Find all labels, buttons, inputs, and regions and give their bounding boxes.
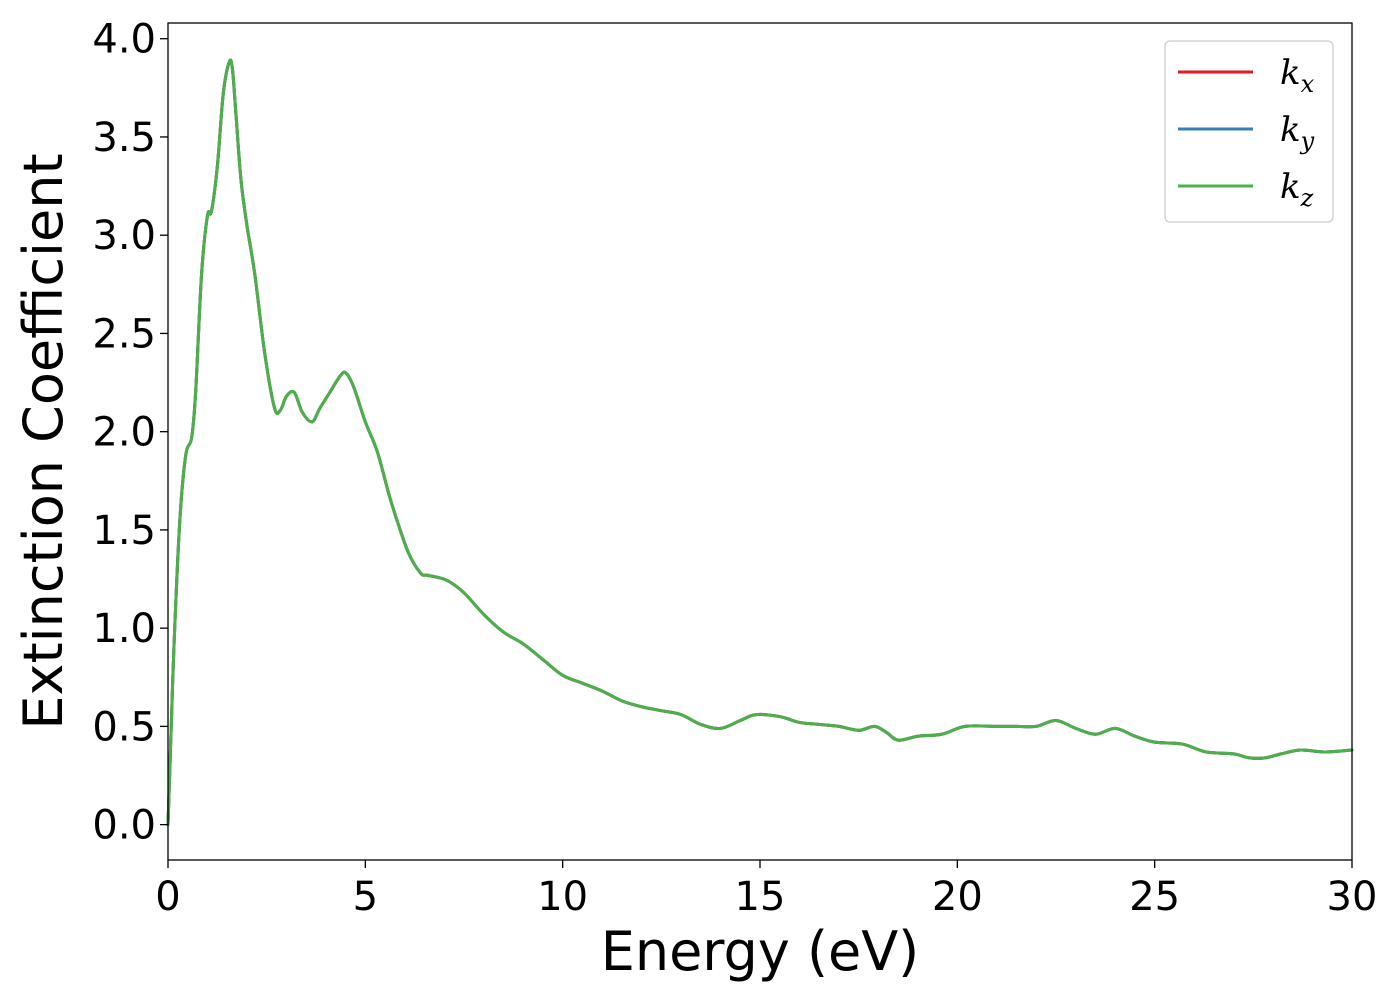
y-tick-label: 2.0 — [92, 410, 156, 456]
x-tick-label: 15 — [735, 874, 786, 920]
x-tick-label: 30 — [1327, 874, 1378, 920]
y-axis-title: Extinction Coefficient — [12, 153, 75, 729]
y-tick-label: 3.5 — [92, 115, 156, 161]
y-tick-label: 3.0 — [92, 213, 156, 259]
x-axis-title: Energy (eV) — [601, 920, 920, 983]
legend: kx ky kz — [1164, 40, 1334, 223]
x-axis: 0 5 10 15 20 25 30 — [155, 860, 1377, 920]
y-axis: 0.0 0.5 1.0 1.5 2.0 2.5 3.0 3.5 4.0 — [92, 17, 168, 849]
series-line-kz — [166, 58, 1354, 827]
y-tick-label: 0.5 — [92, 704, 156, 750]
x-tick-label: 5 — [353, 874, 378, 920]
x-tick-label: 0 — [155, 874, 180, 920]
y-tick-label: 4.0 — [92, 17, 156, 63]
x-tick-label: 20 — [932, 874, 983, 920]
y-tick-label: 0.0 — [92, 803, 156, 849]
legend-label-ky: ky — [1280, 110, 1315, 155]
x-tick-label: 10 — [537, 874, 588, 920]
legend-label-kz: kz — [1280, 167, 1314, 212]
y-tick-label: 1.0 — [92, 606, 156, 652]
series-layer — [166, 58, 1354, 827]
y-tick-label: 1.5 — [92, 508, 156, 554]
x-tick-label: 25 — [1129, 874, 1180, 920]
y-tick-label: 2.5 — [92, 311, 156, 357]
legend-box — [1164, 40, 1334, 223]
legend-label-kx: kx — [1280, 53, 1315, 98]
